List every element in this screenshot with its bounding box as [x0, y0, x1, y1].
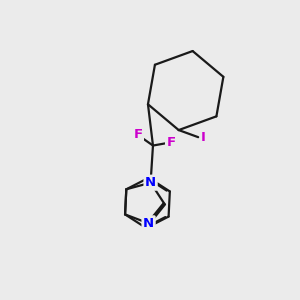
Text: N: N — [143, 217, 154, 230]
Text: F: F — [167, 136, 176, 149]
Text: F: F — [133, 128, 142, 142]
Text: N: N — [145, 176, 156, 189]
Text: I: I — [201, 131, 206, 144]
